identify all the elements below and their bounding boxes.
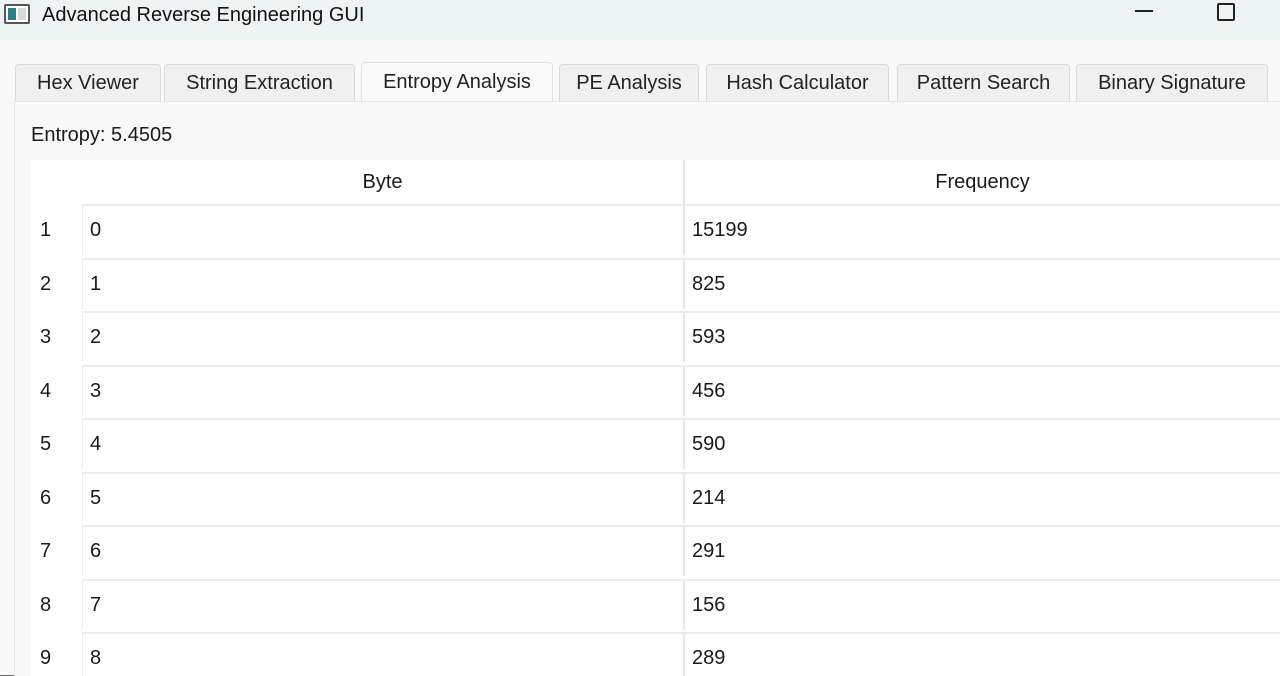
byte-cell[interactable]: 7 xyxy=(82,578,685,630)
entropy-value-label: Entropy: 5.4505 xyxy=(31,124,173,146)
tab-pe-analysis[interactable]: PE Analysis xyxy=(559,64,699,101)
maximize-icon xyxy=(1217,3,1235,21)
frequency-cell[interactable]: 590 xyxy=(685,418,1280,469)
maximize-button[interactable] xyxy=(1198,0,1254,30)
byte-cell[interactable]: 2 xyxy=(82,311,685,362)
frequency-cell[interactable]: 15199 xyxy=(685,204,1280,255)
frequency-cell[interactable]: 289 xyxy=(685,632,1280,676)
table-row[interactable]: 2 1 825 xyxy=(31,257,1280,312)
byte-cell[interactable]: 0 xyxy=(82,204,685,255)
frequency-cell[interactable]: 156 xyxy=(685,578,1280,630)
frequency-cell[interactable]: 456 xyxy=(685,364,1280,416)
frequency-cell[interactable]: 825 xyxy=(685,257,1280,309)
row-header[interactable]: 4 xyxy=(40,379,52,402)
byte-cell[interactable]: 5 xyxy=(82,471,685,523)
app-icon xyxy=(4,4,30,24)
minimize-button[interactable] xyxy=(1116,0,1172,30)
tab-entropy-analysis[interactable]: Entropy Analysis xyxy=(361,62,553,101)
row-header[interactable]: 5 xyxy=(40,433,52,456)
tab-pattern-search[interactable]: Pattern Search xyxy=(897,64,1070,101)
byte-cell[interactable]: 4 xyxy=(82,418,685,469)
row-header[interactable]: 2 xyxy=(40,272,52,295)
table-row[interactable]: 7 6 291 xyxy=(31,525,1280,579)
frequency-cell[interactable]: 593 xyxy=(685,311,1280,362)
table-row[interactable]: 3 2 593 xyxy=(31,311,1280,365)
table-row[interactable]: 6 5 214 xyxy=(31,471,1280,526)
byte-cell[interactable]: 3 xyxy=(82,364,685,416)
tab-bar: Hex Viewer String Extraction Entropy Ana… xyxy=(0,62,1280,102)
row-header[interactable]: 8 xyxy=(40,593,52,616)
minimize-icon xyxy=(1135,10,1153,12)
table-corner[interactable] xyxy=(31,160,82,204)
window-title: Advanced Reverse Engineering GUI xyxy=(42,4,365,26)
tab-hash-calculator[interactable]: Hash Calculator xyxy=(706,64,889,101)
title-bar[interactable]: Advanced Reverse Engineering GUI xyxy=(0,0,1280,40)
table-row[interactable]: 1 0 15199 xyxy=(31,204,1280,258)
table-row[interactable]: 4 3 456 xyxy=(31,364,1280,419)
byte-cell[interactable]: 8 xyxy=(82,632,685,676)
column-header-byte[interactable]: Byte xyxy=(82,160,685,204)
table-header: Byte Frequency xyxy=(31,160,1280,204)
row-header[interactable]: 1 xyxy=(40,219,52,242)
row-header[interactable]: 7 xyxy=(40,540,52,563)
tab-hex-viewer[interactable]: Hex Viewer xyxy=(15,64,161,101)
tab-string-extraction[interactable]: String Extraction xyxy=(164,64,355,101)
column-header-frequency[interactable]: Frequency xyxy=(935,170,1030,193)
tab-binary-signature[interactable]: Binary Signature xyxy=(1076,64,1268,101)
byte-cell[interactable]: 6 xyxy=(82,525,685,576)
table-row[interactable]: 9 8 289 xyxy=(31,632,1280,676)
row-header[interactable]: 3 xyxy=(40,326,52,349)
table-row[interactable]: 5 4 590 xyxy=(31,418,1280,472)
row-header[interactable]: 9 xyxy=(40,647,52,670)
frequency-cell[interactable]: 291 xyxy=(685,525,1280,576)
frequency-cell[interactable]: 214 xyxy=(685,471,1280,523)
row-header[interactable]: 6 xyxy=(40,486,52,509)
table-row[interactable]: 8 7 156 xyxy=(31,578,1280,633)
byte-cell[interactable]: 1 xyxy=(82,257,685,309)
frequency-table[interactable]: Byte Frequency 1 0 15199 2 1 825 3 2 593… xyxy=(31,160,1280,676)
